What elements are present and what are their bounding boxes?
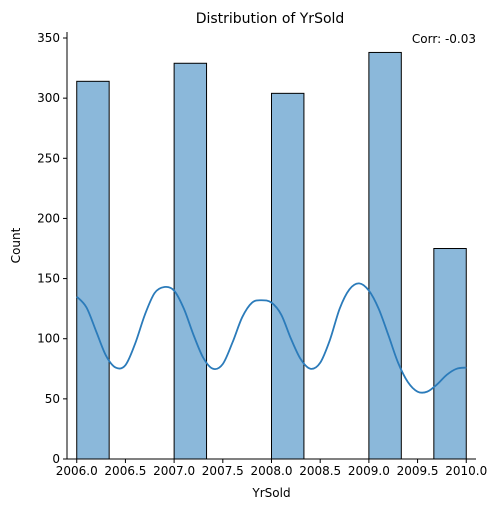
histogram-bar-3 [272, 93, 304, 459]
correlation-annotation: Corr: -0.03 [412, 32, 476, 46]
histogram-bar-4 [369, 52, 401, 459]
x-tick-label: 2010.0 [445, 464, 487, 478]
x-tick-label: 2009.5 [397, 464, 439, 478]
x-axis-label: YrSold [251, 486, 290, 500]
y-tick-label: 250 [37, 151, 60, 165]
x-tick-label: 2006.5 [104, 464, 146, 478]
histogram-bar-2 [174, 63, 206, 459]
x-tick-label: 2007.5 [202, 464, 244, 478]
x-tick-label: 2007.0 [153, 464, 195, 478]
chart-title: Distribution of YrSold [196, 11, 345, 27]
histogram-bars [77, 52, 467, 459]
y-tick-label: 150 [37, 272, 60, 286]
histogram-bar-1 [77, 81, 109, 459]
y-axis-label: Count [9, 227, 23, 263]
y-tick-label: 350 [37, 31, 60, 45]
x-tick-label: 2009.0 [348, 464, 390, 478]
x-tick-label: 2006.0 [56, 464, 98, 478]
y-tick-label: 100 [37, 332, 60, 346]
x-axis-ticks: 2006.0 2006.5 2007.0 2007.5 2008.0 2008.5 2009… [56, 459, 488, 478]
x-tick-label: 2008.0 [251, 464, 293, 478]
histogram-bar-5 [434, 249, 466, 459]
y-tick-label: 50 [45, 392, 60, 406]
y-tick-label: 300 [37, 91, 60, 105]
y-tick-label: 200 [37, 211, 60, 225]
x-tick-label: 2008.5 [299, 464, 341, 478]
